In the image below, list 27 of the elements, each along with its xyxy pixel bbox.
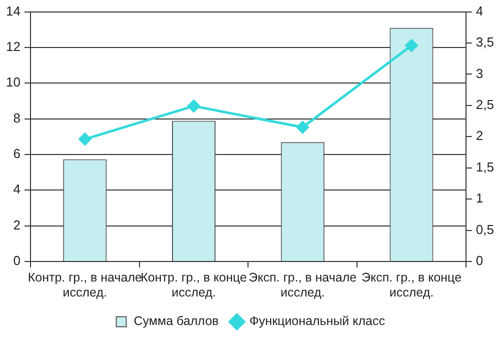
legend-label: Функциональный класс [249, 314, 385, 328]
point [78, 132, 92, 146]
y2-tick-label: 0 [476, 253, 484, 268]
y-tick-label: 12 [6, 39, 20, 54]
y-tick-label: 6 [13, 146, 20, 162]
y-tick-label: 14 [6, 3, 20, 18]
y2-tick-label: 2 [476, 128, 484, 144]
x-tick-label: Контр. гр., в начале исслед. [28, 270, 142, 300]
y-tick-label: 2 [13, 217, 20, 232]
y2-tick-label: 3,5 [476, 34, 494, 50]
x-tick-label: Эксп. гр., в начале исслед. [248, 270, 357, 300]
y2-tick-label: 1,5 [476, 159, 494, 174]
y2-tick-label: 1 [476, 190, 484, 206]
x-tick-label: Контр. гр., в конце исслед. [140, 270, 247, 300]
y-tick-label: 10 [6, 74, 20, 90]
y-tick-label: 0 [13, 253, 20, 268]
y2-tick-label: 4 [476, 3, 484, 18]
x-tick-label: Эксп. гр., в конце исслед. [361, 270, 462, 300]
y2-tick-label: 3 [476, 66, 484, 81]
point [405, 39, 418, 52]
legend-label: Сумма баллов [134, 314, 220, 328]
y2-tick-label: 2,5 [476, 97, 494, 112]
y2-tick-label: 0,5 [476, 222, 494, 237]
point [296, 121, 309, 134]
point [188, 100, 200, 112]
y-tick-label: 8 [13, 110, 20, 126]
y-tick-label: 4 [13, 182, 20, 197]
